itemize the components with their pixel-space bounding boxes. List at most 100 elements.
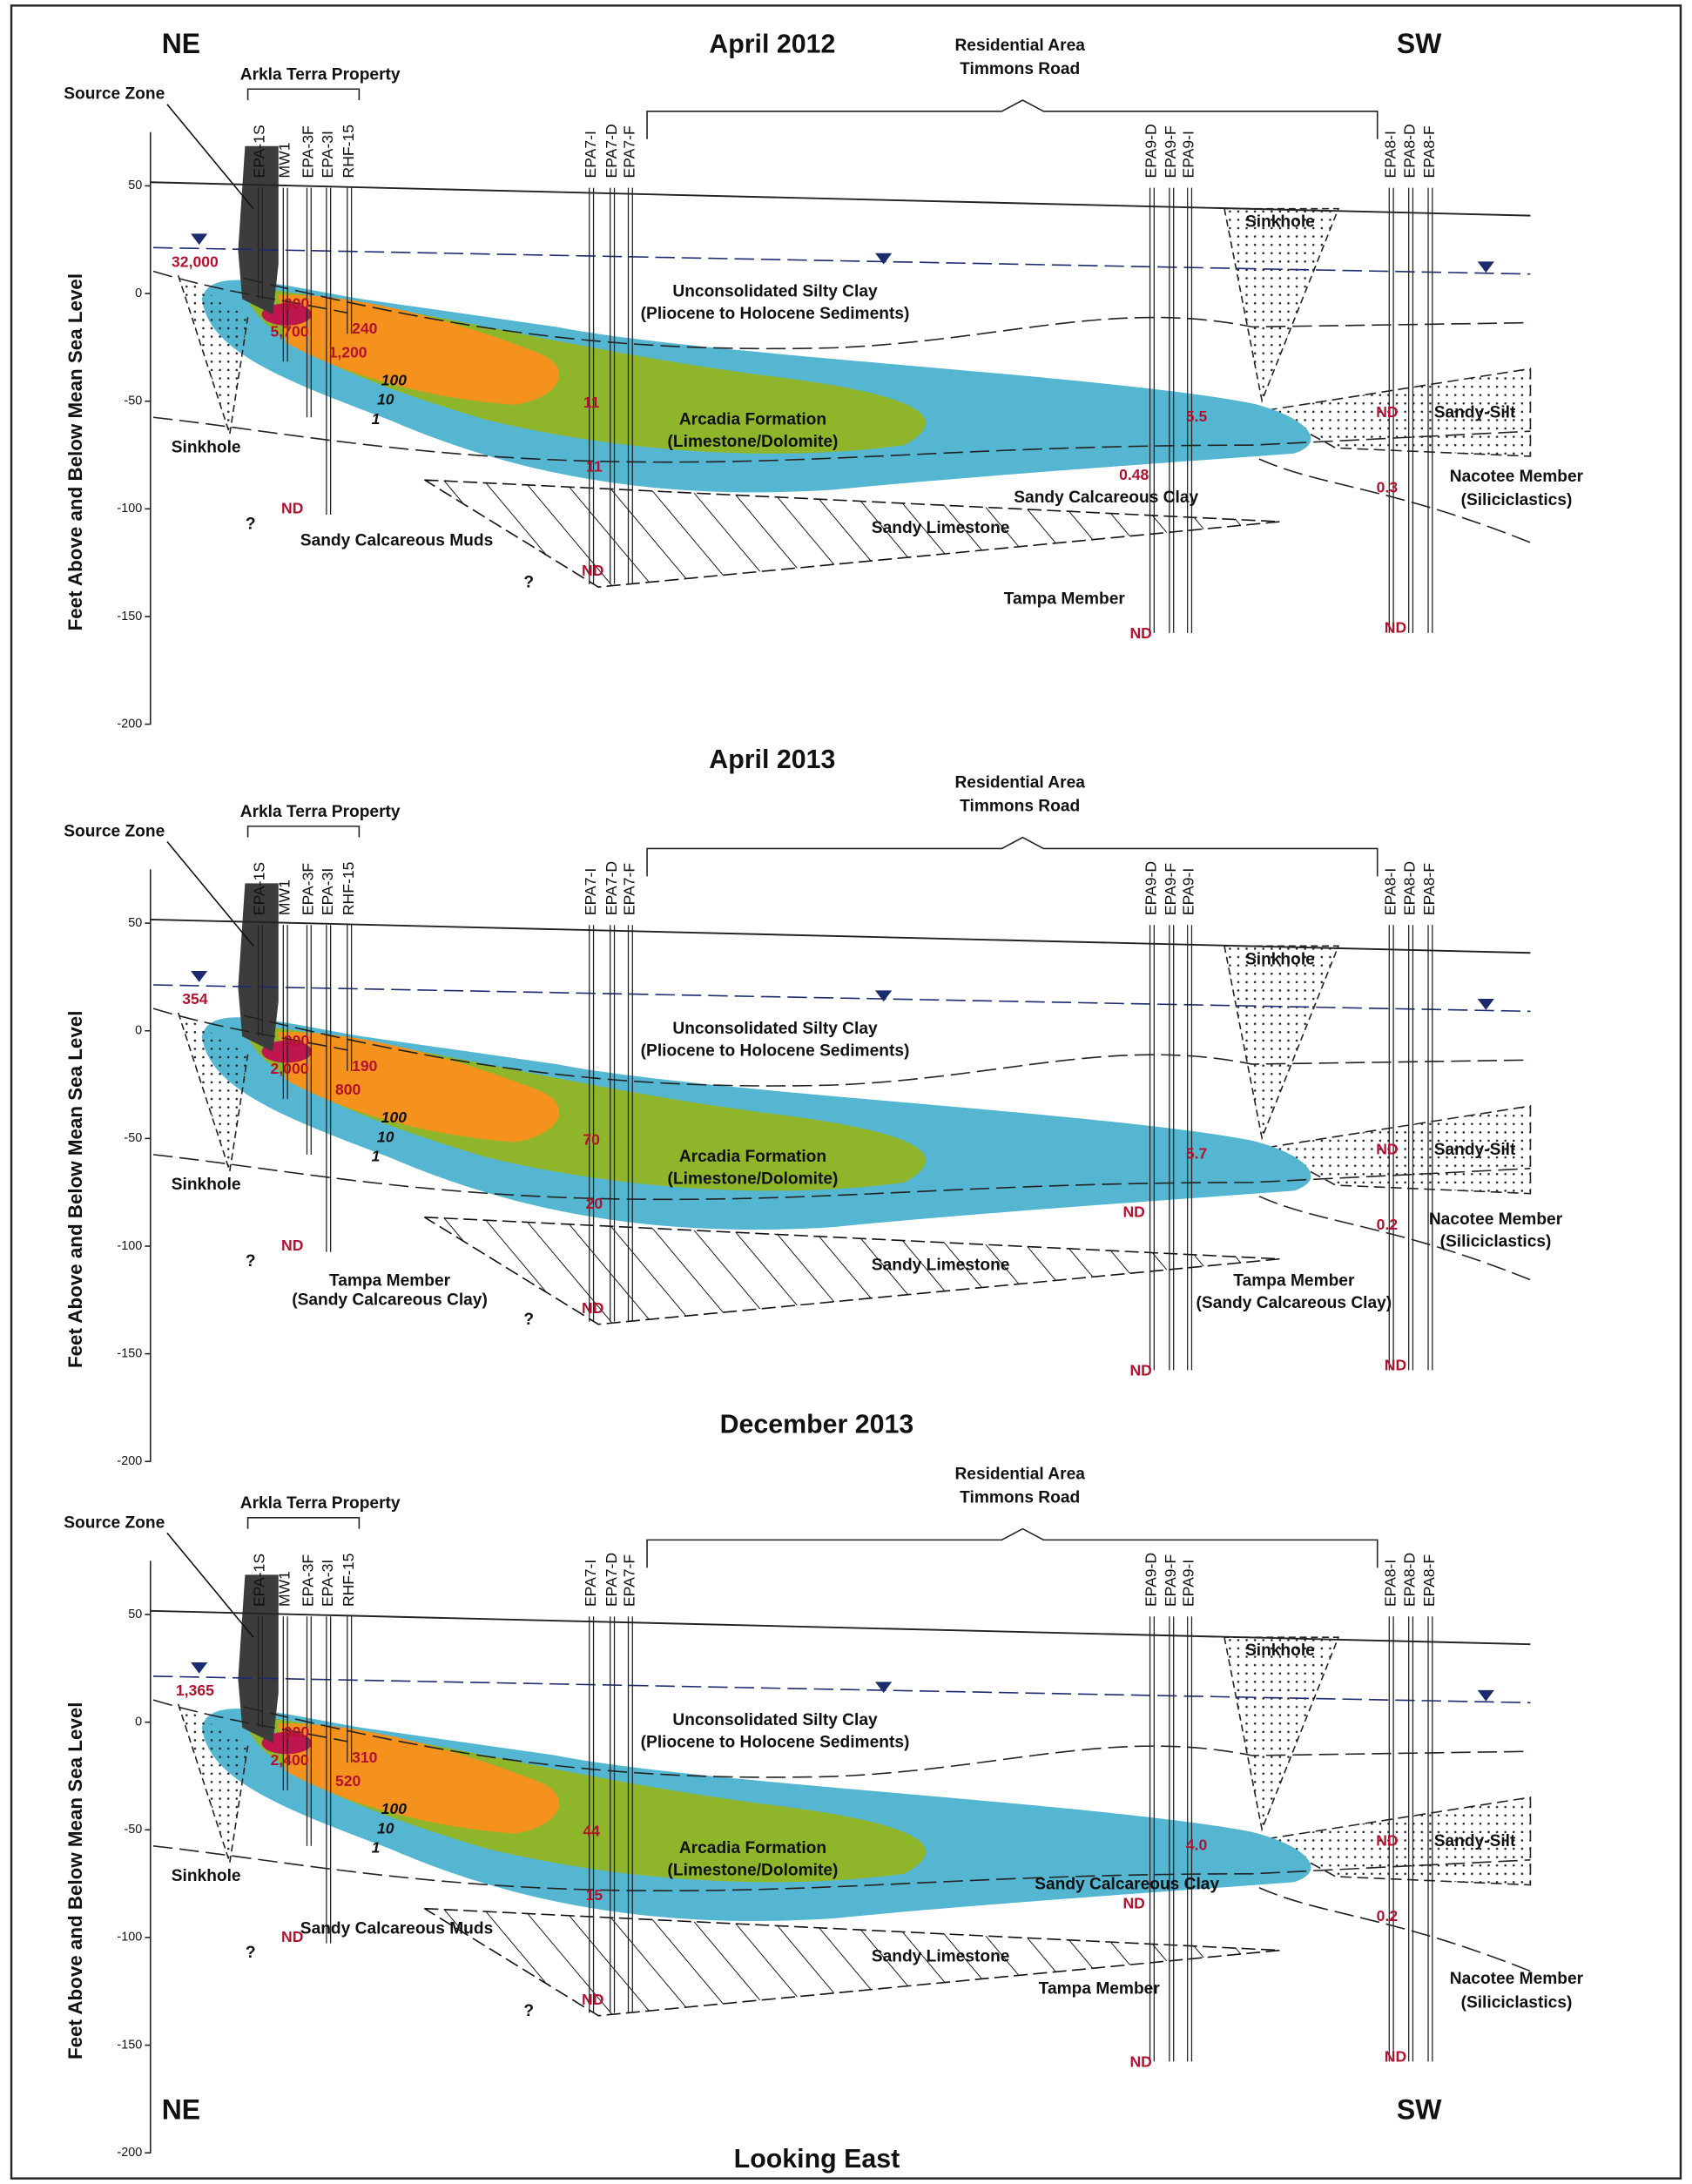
- unit-label: Sinkhole: [1245, 213, 1315, 232]
- concentration-label: ND: [1122, 1203, 1144, 1221]
- unit-label: Sandy Limestone: [872, 1257, 1010, 1275]
- well-label: MW1: [275, 142, 293, 178]
- concentration-label: ND: [1376, 1832, 1398, 1850]
- y-tick-label: 50: [128, 916, 142, 930]
- well-label: EPA7-D: [603, 861, 620, 915]
- concentration-label: 1,365: [176, 1682, 214, 1699]
- y-tick-label: 50: [128, 1608, 142, 1621]
- unit-label: Tampa Member: [1039, 1979, 1161, 1998]
- well-label: EPA9-I: [1180, 1560, 1197, 1607]
- y-tick-label: -50: [124, 394, 142, 408]
- well-label: EPA7-D: [603, 124, 620, 178]
- unit-label: ?: [523, 573, 534, 591]
- contour-label: 1: [372, 1148, 381, 1165]
- concentration-label: 4.0: [1186, 1836, 1208, 1853]
- well-label: EPA-3F: [300, 863, 317, 915]
- well-label: EPA7-F: [621, 125, 638, 178]
- residential-label: Timmons Road: [960, 798, 1080, 816]
- unit-label: Sinkhole: [1245, 1641, 1315, 1660]
- y-tick-label: -200: [117, 2146, 142, 2160]
- well-label: EPA-1S: [251, 862, 268, 915]
- unit-label: (Limestone/Dolomite): [668, 1170, 839, 1189]
- contour-label: 100: [381, 1109, 408, 1126]
- y-axis-label: Feet Above and Below Mean Sea Level: [64, 273, 86, 630]
- well-label: EPA-3F: [300, 125, 317, 178]
- source-zone-label: Source Zone: [64, 85, 165, 104]
- unit-label: Sandy-Silt: [1434, 1141, 1516, 1159]
- page: {"y_axis_label": "Feet Above and Below M…: [0, 0, 1692, 2184]
- well-label: EPA8-D: [1401, 1553, 1419, 1607]
- well-label: EPA-3I: [319, 131, 336, 178]
- unit-label: Nacotee Member: [1429, 1210, 1563, 1229]
- y-tick-label: -200: [117, 1454, 142, 1468]
- unit-label: Sandy Calcareous Muds: [300, 531, 493, 549]
- well-label: RHF-15: [340, 125, 357, 179]
- concentration-label: 1,200: [329, 343, 367, 361]
- source-zone-label: Source Zone: [64, 1513, 165, 1532]
- y-tick-label: -200: [117, 717, 142, 731]
- well-label: EPA9-F: [1162, 1554, 1179, 1607]
- unit-label: (Pliocene to Holocene Sediments): [641, 305, 910, 323]
- unit-label: (Siliciclastics): [1440, 1233, 1552, 1251]
- property-label: Arkla Terra Property: [240, 1494, 401, 1513]
- residential-label: Timmons Road: [960, 60, 1080, 78]
- unit-label: Nacotee Member: [1450, 1970, 1584, 1988]
- y-tick-label: 0: [135, 286, 142, 300]
- concentration-label: 70: [583, 1131, 600, 1149]
- concentration-label: ND: [281, 499, 303, 516]
- concentration-label: 240: [352, 320, 378, 337]
- footer: Looking East: [734, 2145, 900, 2174]
- direction: SW: [1397, 2093, 1442, 2125]
- y-axis-label: Feet Above and Below Mean Sea Level: [64, 1011, 86, 1368]
- contour-label: 1: [372, 1839, 381, 1857]
- well-label: EPA-3I: [319, 868, 336, 915]
- concentration-label: 11: [586, 457, 603, 475]
- well-label: EPA-1S: [251, 1554, 268, 1607]
- concentration-label: 520: [335, 1772, 361, 1790]
- concentration-label: 190: [352, 1057, 378, 1075]
- concentration-label: 900: [284, 1032, 310, 1049]
- well-label: EPA7-F: [621, 1554, 638, 1607]
- concentration-label: 354: [182, 990, 208, 1008]
- unit-label: (Sandy Calcareous Clay): [292, 1291, 488, 1310]
- residential-label: Residential Area: [954, 773, 1085, 792]
- unit-label: Sandy Limestone: [872, 519, 1010, 537]
- unit-label: (Siliciclastics): [1461, 491, 1573, 509]
- concentration-label: 800: [335, 1081, 361, 1098]
- well-label: EPA8-F: [1420, 125, 1438, 178]
- well-label: EPA8-F: [1420, 1554, 1438, 1607]
- well-label: EPA7-I: [582, 1560, 599, 1607]
- concentration-label: ND: [1129, 1362, 1151, 1379]
- well-label: EPA7-F: [621, 863, 638, 915]
- well-label: EPA9-D: [1143, 1553, 1160, 1607]
- concentration-label: ND: [1385, 2047, 1406, 2065]
- unit-label: ?: [246, 1944, 256, 1962]
- panel-title: April 2013: [709, 745, 835, 774]
- unit-label: Arcadia Formation: [679, 410, 826, 428]
- concentration-label: 2,400: [271, 1751, 309, 1769]
- unit-label: Unconsolidated Silty Clay: [672, 1020, 878, 1038]
- unit-label: ?: [523, 2002, 534, 2020]
- concentration-label: 32,000: [172, 253, 219, 271]
- concentration-label: 310: [352, 1749, 378, 1766]
- y-tick-label: -150: [117, 2038, 142, 2052]
- direction: SW: [1397, 28, 1442, 59]
- concentration-label: 5,700: [271, 322, 309, 340]
- well-label: MW1: [275, 880, 293, 915]
- well-label: EPA-1S: [251, 125, 268, 178]
- property-label: Arkla Terra Property: [240, 803, 401, 821]
- direction: NE: [162, 2093, 200, 2125]
- contour-label: 10: [377, 391, 394, 408]
- concentration-label: ND: [582, 1991, 603, 2008]
- concentration-label: 0.2: [1377, 1216, 1399, 1233]
- concentration-label: 0.48: [1119, 466, 1149, 483]
- well-label: EPA9-D: [1143, 124, 1160, 178]
- unit-label: Unconsolidated Silty Clay: [672, 283, 878, 301]
- unit-label: (Siliciclastics): [1461, 1993, 1573, 2012]
- unit-label: Sinkhole: [172, 438, 241, 456]
- unit-label: (Pliocene to Holocene Sediments): [641, 1042, 910, 1061]
- unit-label: Sandy Calcareous Muds: [300, 1920, 493, 1938]
- well-label: EPA9-I: [1180, 131, 1197, 178]
- well-label: EPA8-D: [1401, 861, 1419, 915]
- concentration-label: ND: [1385, 619, 1406, 637]
